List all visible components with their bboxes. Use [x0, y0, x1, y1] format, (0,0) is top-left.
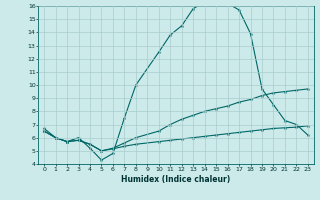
- X-axis label: Humidex (Indice chaleur): Humidex (Indice chaleur): [121, 175, 231, 184]
